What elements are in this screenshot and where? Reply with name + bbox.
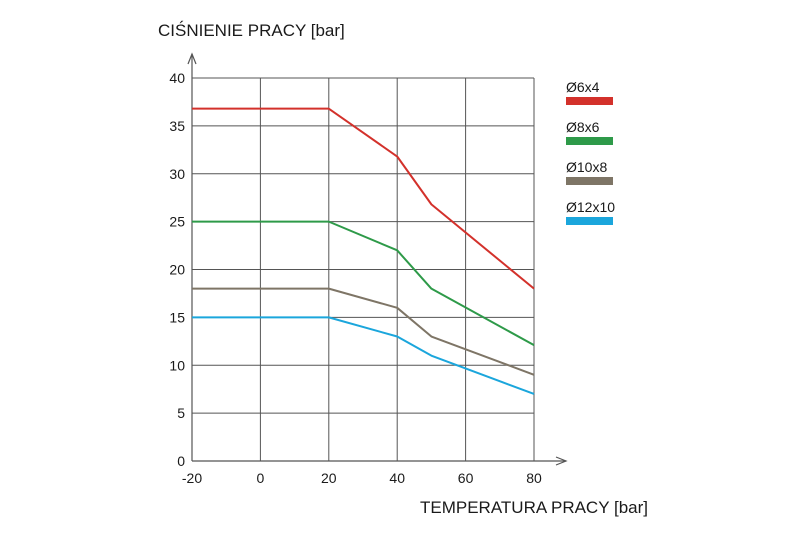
legend: Ø6x4 Ø8x6 Ø10x8 Ø12x10 <box>566 79 615 225</box>
x-tick-label: 60 <box>458 470 474 486</box>
legend-swatch <box>566 217 613 225</box>
grid <box>192 77 535 461</box>
y-tick-label: 25 <box>169 214 185 230</box>
y-axis-title: CIŚNIENIE PRACY [bar] <box>158 21 345 40</box>
x-tick-label: 80 <box>526 470 542 486</box>
legend-label: Ø10x8 <box>566 159 607 175</box>
y-tick-label: 40 <box>169 70 185 86</box>
series-line-3 <box>192 316 535 395</box>
y-axis-arrow <box>187 52 197 65</box>
series-line-2 <box>192 287 535 376</box>
x-tick-label: 40 <box>389 470 405 486</box>
x-tick-label: 0 <box>257 470 265 486</box>
legend-swatch <box>566 177 613 185</box>
y-tick-label: 0 <box>177 453 185 469</box>
axes <box>187 52 568 466</box>
legend-label: Ø12x10 <box>566 199 615 215</box>
x-axis-title: TEMPERATURA PRACY [bar] <box>420 498 648 517</box>
x-tick-label: 20 <box>321 470 337 486</box>
y-tick-label: 30 <box>169 166 185 182</box>
legend-label: Ø8x6 <box>566 119 600 135</box>
y-tick-label: 20 <box>169 262 185 278</box>
y-tick-label: 15 <box>169 309 185 325</box>
legend-swatch <box>566 97 613 105</box>
series-lines <box>192 107 535 395</box>
y-tick-label: 5 <box>177 405 185 421</box>
y-tick-label: 35 <box>169 118 185 134</box>
x-axis-arrow <box>555 456 568 466</box>
series-line-0 <box>192 107 535 290</box>
y-tick-label: 10 <box>169 357 185 373</box>
x-tick-label: -20 <box>182 470 202 486</box>
legend-swatch <box>566 137 613 145</box>
legend-label: Ø6x4 <box>566 79 600 95</box>
series-line-1 <box>192 220 535 347</box>
